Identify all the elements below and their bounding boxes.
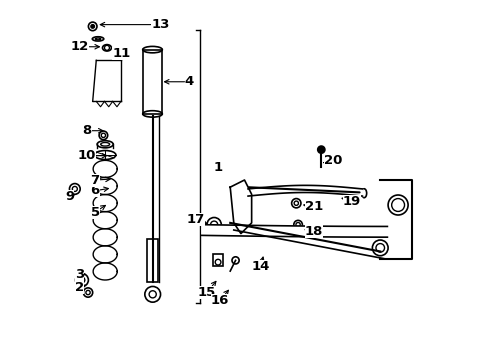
Text: 15: 15 — [198, 282, 216, 299]
Text: 7: 7 — [90, 174, 110, 186]
Text: 9: 9 — [65, 190, 74, 203]
Text: 11: 11 — [112, 47, 130, 60]
Text: 19: 19 — [341, 195, 360, 208]
Circle shape — [317, 146, 324, 153]
Circle shape — [91, 24, 94, 28]
Text: 10: 10 — [77, 149, 106, 162]
Text: 1: 1 — [213, 161, 222, 174]
FancyBboxPatch shape — [147, 239, 158, 282]
Text: 18: 18 — [305, 225, 323, 238]
FancyBboxPatch shape — [213, 254, 222, 266]
Text: 8: 8 — [82, 124, 103, 137]
Text: 12: 12 — [71, 40, 99, 53]
Text: 5: 5 — [90, 206, 105, 219]
Text: 14: 14 — [251, 257, 269, 273]
Text: 2: 2 — [75, 282, 85, 294]
Text: 21: 21 — [303, 200, 323, 213]
Text: 3: 3 — [75, 268, 85, 281]
Text: 6: 6 — [90, 184, 108, 197]
Text: 20: 20 — [323, 154, 342, 167]
Text: 13: 13 — [100, 18, 169, 31]
Text: 4: 4 — [164, 75, 193, 88]
Text: 17: 17 — [186, 213, 206, 226]
FancyBboxPatch shape — [142, 50, 162, 114]
Text: 16: 16 — [211, 290, 229, 307]
Polygon shape — [230, 180, 251, 234]
